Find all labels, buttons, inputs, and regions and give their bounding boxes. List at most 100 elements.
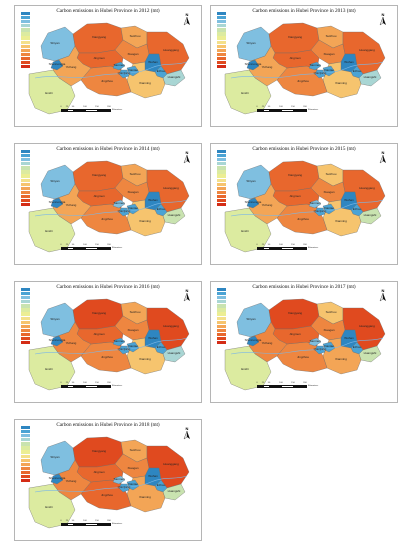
region-label: Xiantao	[128, 206, 139, 210]
region-label: Enshi	[45, 505, 53, 509]
region-label: Huangshi	[168, 351, 181, 355]
legend-swatch	[217, 60, 226, 65]
legend-swatch	[21, 56, 30, 61]
scale-bar: 0 25 50 100 150 200 Kilometers	[256, 382, 318, 388]
legend-entry	[21, 20, 47, 24]
legend-swatch	[21, 170, 30, 174]
map-region-enshi	[28, 483, 76, 529]
scale-label: 150	[291, 244, 295, 246]
north-arrow-icon: N	[378, 288, 388, 302]
legend-swatch	[217, 190, 226, 194]
scale-label: 50	[71, 106, 75, 108]
region-label: Ezhou	[353, 69, 362, 73]
legend-swatch	[217, 12, 226, 16]
legend-swatch	[21, 203, 30, 207]
north-arrow-glyph	[379, 16, 386, 26]
scale-label: 150	[291, 106, 295, 108]
legend-entry	[21, 182, 47, 186]
legend-entry	[21, 442, 47, 446]
map-panel: Shiyan Xiangyang Suizhou Xiaogan Huanggang Wu…	[14, 143, 202, 265]
region-label: Xianning	[139, 357, 151, 361]
north-arrow-icon: N	[182, 288, 192, 302]
yangtze-river-line	[34, 337, 188, 355]
legend-swatch	[21, 450, 30, 454]
legend-swatch	[21, 158, 30, 162]
legend-swatch	[21, 166, 30, 170]
legend-swatch	[217, 341, 226, 345]
legend-swatch	[21, 52, 30, 56]
legend-entry	[217, 150, 243, 154]
scale-label: 100	[83, 520, 87, 522]
scale-segment	[97, 108, 111, 112]
legend-entry	[217, 178, 243, 182]
scale-segment	[293, 246, 307, 250]
north-arrow-icon: N	[378, 12, 388, 26]
map-region-qianjiang	[118, 207, 130, 217]
region-label: Xiangyang	[92, 311, 107, 315]
region-label: Huangshi	[364, 213, 377, 217]
legend-entry	[217, 65, 243, 69]
scale-bar: 0 25 50 100 150 200 Kilometers	[256, 106, 318, 112]
region-label: Shiyan	[246, 41, 256, 45]
map-region-tianmen	[308, 337, 322, 347]
scale-label: 25	[261, 382, 265, 384]
scale-label: 200	[303, 244, 307, 246]
legend	[21, 12, 47, 69]
region-label: Qianjiang	[118, 347, 131, 351]
scale-label: 100	[83, 382, 87, 384]
legend-swatch	[217, 154, 226, 158]
legend-swatch	[21, 341, 30, 345]
region-label: Yichang	[262, 65, 273, 69]
legend-entry	[21, 438, 47, 442]
legend-swatch	[217, 332, 226, 337]
yangtze-river-line	[230, 61, 384, 79]
legend-swatch	[217, 56, 226, 61]
region-label: Jingzhou	[297, 355, 309, 359]
region-label: Xiantao	[128, 68, 139, 72]
region-label: Suizhou	[130, 172, 141, 176]
legend	[21, 288, 47, 345]
legend	[217, 150, 243, 207]
legend-swatch	[217, 203, 226, 207]
region-label: Tianmen	[113, 477, 125, 481]
scale-bar: 0 25 50 100 150 200 Kilometers	[60, 520, 122, 526]
map-region-enshi	[224, 69, 272, 115]
legend-swatch	[217, 20, 226, 24]
region-label: Shiyan	[50, 179, 60, 183]
legend-swatch	[217, 186, 226, 190]
legend-swatch	[21, 194, 30, 199]
map-region-enshi	[224, 207, 272, 253]
legend-swatch	[21, 442, 30, 446]
legend-entry	[21, 446, 47, 450]
legend-entry	[217, 20, 243, 24]
legend-entry	[21, 48, 47, 52]
region-label: Jingmen	[289, 194, 301, 198]
region-label: Enshi	[45, 91, 53, 95]
north-label: N	[185, 12, 189, 17]
scale-label: 50	[267, 244, 271, 246]
region-label: Yichang	[66, 203, 77, 207]
legend-entry	[21, 434, 47, 438]
legend-entry	[217, 60, 243, 65]
region-label: Xiangyang	[288, 311, 303, 315]
region-label: Suizhou	[326, 172, 337, 176]
map-region-shennongjia	[50, 59, 64, 71]
legend-swatch	[21, 446, 30, 450]
region-label: Ezhou	[157, 483, 166, 487]
legend-swatch	[21, 60, 30, 65]
legend-entry	[21, 454, 47, 458]
map-panel: Shiyan Xiangyang Suizhou Xiaogan Huanggang Wu…	[14, 419, 202, 541]
map-region-enshi	[28, 345, 76, 391]
region-label: Xianning	[335, 81, 347, 85]
legend-entry	[21, 174, 47, 178]
scale-label: 150	[95, 382, 99, 384]
yangtze-river-line	[34, 199, 188, 217]
region-label: Qianjiang	[118, 209, 131, 213]
map-region-shennongjia	[246, 59, 260, 71]
region-label: Wuhan	[148, 336, 158, 340]
map-region-shennongjia	[246, 197, 260, 209]
legend-entry	[21, 60, 47, 65]
scale-label: 25	[261, 244, 265, 246]
region-label: Xianning	[139, 81, 151, 85]
legend-swatch	[21, 316, 30, 320]
